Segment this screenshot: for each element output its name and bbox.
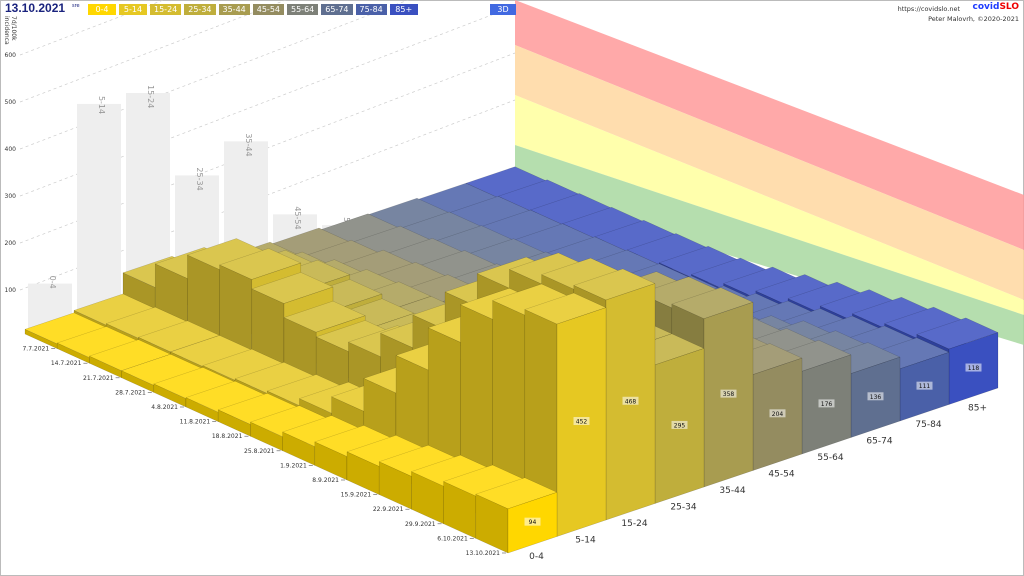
- risk-band: [515, 45, 1024, 300]
- value-label-bg: [524, 517, 541, 526]
- back-wall-age-label: 45-54: [293, 206, 302, 229]
- value-label: 118: [968, 365, 980, 372]
- value-label: 94: [529, 519, 537, 526]
- date-axis-label: 11.8.2021: [180, 419, 211, 426]
- back-wall-age-label: 5-14: [97, 96, 106, 114]
- date-axis-label: 6.10.2021: [437, 535, 468, 542]
- value-label-bg: [573, 417, 590, 426]
- legend-item-75-84[interactable]: 75-84: [355, 4, 387, 15]
- brand-part-a: covid: [972, 2, 1000, 12]
- back-wall-age-label: 15-24: [146, 85, 155, 108]
- y-tick-label: 500: [5, 99, 17, 106]
- bar-top-face: [251, 272, 334, 304]
- value-label: 136: [870, 394, 882, 401]
- age-axis-label: 25-34: [670, 502, 696, 512]
- date-axis-label: 4.8.2021: [151, 404, 178, 411]
- risk-band: [515, 145, 1024, 345]
- legend-item-55-64[interactable]: 55-64: [287, 4, 319, 15]
- date-axis-label: 13.10.2021: [466, 550, 501, 557]
- value-label: 176: [821, 401, 833, 408]
- gridline: [19, 5, 516, 197]
- date-axis-label: 21.7.2021: [83, 375, 114, 382]
- age-axis-label: 85+: [968, 403, 987, 413]
- date-axis-label: 28.7.2021: [115, 389, 146, 396]
- y-tick-label: 600: [5, 52, 17, 59]
- y-axis-label: 7d/100k incidenca: [3, 16, 17, 45]
- value-label-bg: [818, 399, 835, 408]
- age-axis-label: 55-64: [817, 453, 843, 463]
- age-axis-label: 15-24: [621, 519, 647, 529]
- date-title: 13.10.2021: [5, 1, 66, 15]
- bar-top-face: [283, 300, 366, 333]
- risk-band: [515, 0, 1024, 250]
- age-axis-label: 45-54: [768, 469, 794, 479]
- age-axis-label: 75-84: [915, 420, 941, 430]
- value-label: 111: [919, 383, 931, 390]
- date-axis-label: 25.8.2021: [244, 448, 275, 455]
- y-tick-label: 400: [5, 146, 17, 153]
- value-label-bg: [720, 389, 737, 398]
- legend-item-35-44[interactable]: 35-44: [218, 4, 250, 15]
- legend-item-65-74[interactable]: 65-74: [321, 4, 353, 15]
- value-label-bg: [622, 396, 639, 405]
- back-wall-bar: [77, 103, 121, 324]
- back-wall-age-label: 25-34: [195, 167, 204, 190]
- author-credit: Peter Malovrh, ©2020-2021: [928, 15, 1019, 23]
- value-label-bg: [916, 381, 933, 390]
- value-label: 452: [576, 419, 588, 426]
- value-label-bg: [769, 409, 786, 418]
- date-axis-label: 29.9.2021: [405, 521, 436, 528]
- value-label: 358: [723, 391, 735, 398]
- date-axis-label: 7.7.2021: [22, 346, 49, 353]
- gridline: [19, 0, 410, 150]
- legend: 0-4 5-14 15-24 25-34 35-44 45-54 55-64 65-74 75-…: [88, 4, 418, 16]
- value-label-bg: [671, 420, 688, 429]
- brand-part-b: SLO: [999, 2, 1019, 12]
- date-axis-label: 15.9.2021: [341, 492, 372, 499]
- legend-item-5-14[interactable]: 5-14: [119, 4, 147, 15]
- age-axis-label: 5-14: [575, 535, 596, 545]
- brand-logo: covidSLO: [973, 2, 1019, 14]
- site-url[interactable]: https://covidslo.net: [897, 5, 960, 13]
- date-axis-label: 8.9.2021: [312, 477, 339, 484]
- value-label-bg: [867, 392, 884, 401]
- day-of-week: sre: [72, 3, 80, 9]
- date-axis-label: 14.7.2021: [51, 360, 82, 367]
- legend-item-85+[interactable]: 85+: [389, 4, 418, 15]
- age-axis-label: 0-4: [529, 552, 544, 562]
- back-wall-age-label: 35-44: [244, 133, 253, 156]
- value-label: 204: [772, 411, 784, 418]
- age-axis-label: 65-74: [866, 436, 892, 446]
- legend-item-0-4[interactable]: 0-4: [88, 4, 116, 15]
- date-axis-label: 22.9.2021: [373, 506, 404, 513]
- value-label-bg: [965, 363, 982, 372]
- legend-item-45-54[interactable]: 45-54: [252, 4, 284, 15]
- back-wall-age-label: 0-4: [48, 276, 57, 289]
- 3d-toggle-button[interactable]: 3D: [490, 4, 516, 15]
- date-axis-label: 1.9.2021: [280, 462, 307, 469]
- date-axis-label: 18.8.2021: [212, 433, 243, 440]
- risk-band: [515, 95, 1024, 315]
- y-tick-label: 300: [5, 193, 17, 200]
- y-tick-label: 100: [5, 287, 17, 294]
- value-label: 468: [625, 398, 637, 405]
- legend-item-25-34[interactable]: 25-34: [184, 4, 216, 15]
- value-label: 295: [674, 422, 686, 429]
- legend-item-15-24[interactable]: 15-24: [150, 4, 182, 15]
- y-tick-label: 200: [5, 240, 17, 247]
- age-axis-label: 35-44: [719, 486, 745, 496]
